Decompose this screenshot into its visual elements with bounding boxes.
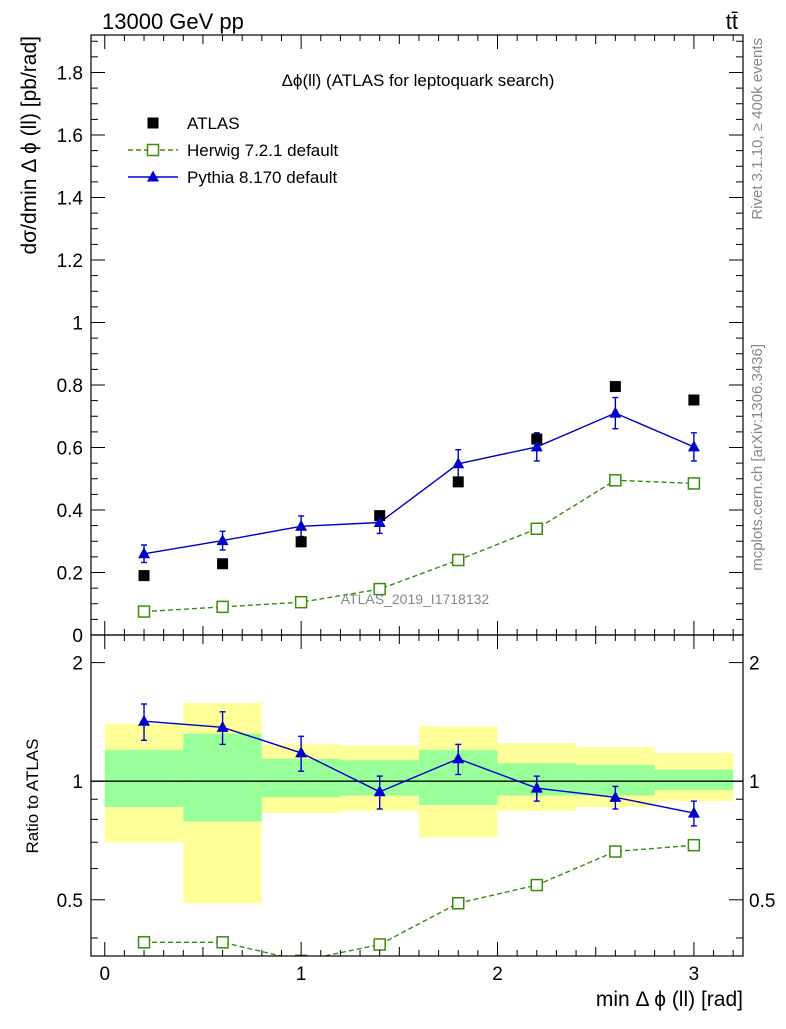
mcplots-side-label: mcplots.cern.ch [arXiv:1306.3436]: [749, 344, 766, 571]
ratio-y-axis-title: Ratio to ATLAS: [23, 739, 42, 854]
ratio-y-tick-label-right: 1: [749, 772, 760, 793]
ratio-y-tick-label: 0.5: [57, 891, 83, 912]
y-tick-label: 1.4: [57, 189, 84, 210]
pythia-point: [687, 440, 700, 452]
ratio-y-tick-label-right: 2: [749, 654, 760, 675]
atlas-point: [374, 510, 386, 522]
pythia-ratio-point: [609, 790, 622, 802]
atlas-point: [609, 381, 621, 393]
pythia-point: [452, 457, 465, 469]
pythia-point: [138, 547, 151, 559]
y-tick-label: 1.2: [57, 251, 83, 272]
atlas-point: [531, 433, 543, 445]
uncertainty-band-inner: [183, 733, 262, 822]
y-tick-label-zero: 0: [72, 626, 83, 647]
herwig-ratio-point: [137, 936, 151, 949]
herwig-point: [216, 600, 229, 614]
legend-label: Pythia 8.170 default: [187, 168, 338, 187]
y-tick-label: 1.6: [57, 126, 83, 147]
herwig-point: [294, 595, 308, 609]
plot-title: Δϕ(ll) (ATLAS for leptoquark search): [282, 71, 555, 90]
atlas-point: [138, 570, 150, 582]
atlas-point: [295, 536, 307, 548]
herwig-point: [137, 605, 151, 618]
herwig-ratio-point: [530, 878, 544, 892]
herwig-ratio-point: [216, 936, 229, 949]
pythia-ratio-point: [216, 720, 229, 732]
ratio-y-tick-label: 2: [72, 654, 83, 675]
herwig-ratio-point: [451, 896, 465, 910]
herwig-ratio-point: [687, 838, 701, 852]
atlas-point: [217, 558, 229, 570]
herwig-line: [143, 479, 694, 613]
energy-label: 13000 GeV pp: [102, 9, 244, 34]
herwig-point: [609, 474, 622, 487]
x-tick-label: 2: [492, 964, 503, 985]
y-tick-label: 1.8: [57, 64, 83, 85]
y-tick-label: 0.2: [57, 564, 83, 585]
atlas-point: [688, 394, 700, 406]
ratio-plot-frame: [90, 634, 744, 957]
uncertainty-band-inner: [654, 769, 734, 790]
uncertainty-band-inner: [104, 749, 184, 807]
ratio-y-tick-label: 1: [72, 772, 83, 793]
pythia-ratio-point: [687, 806, 700, 818]
legend-marker: [147, 117, 159, 129]
legend-label: ATLAS: [187, 114, 240, 133]
pythia-ratio-point: [452, 752, 465, 764]
rivet-side-label: Rivet 3.1.10, ≥ 400k events: [749, 38, 766, 220]
ratio-y-tick-label-right: 0.5: [749, 891, 775, 912]
main-plot: 0.2 0.4 0.6 0.8 1 1.2 1.4 1.6 1.8 0 Δϕ(ll) (ATLAS…: [18, 34, 744, 647]
legend-marker: [147, 170, 159, 182]
watermark: ATLAS_2019_I1718132: [341, 591, 490, 607]
x-tick-label: 1: [296, 964, 307, 985]
pythia-ratio-line: [143, 720, 695, 814]
ratio-plot: 0.5 0.5 1 1 2 2 0 1 2 3 Ratio to ATLAS: [23, 634, 775, 985]
herwig-ratio-line: [144, 844, 694, 956]
y-tick-label: 0.6: [57, 439, 83, 460]
herwig-point: [530, 522, 544, 535]
legend: ATLAS Herwig 7.2.1 default Pythia 8.170 de…: [128, 114, 338, 187]
pythia-ratio-point: [530, 781, 543, 793]
y-tick-label: 0.8: [57, 376, 83, 397]
x-axis-title: min Δ ϕ (ll) [rad]: [596, 988, 743, 1011]
herwig-point: [373, 582, 386, 596]
pythia-line: [143, 412, 695, 555]
pythia-ratio-point: [373, 785, 386, 797]
x-tick-label: 0: [99, 964, 110, 985]
pythia-point: [609, 406, 622, 418]
x-tick-label: 3: [689, 964, 700, 985]
pythia-ratio-point: [295, 746, 308, 758]
herwig-ratio-point: [373, 938, 386, 951]
herwig-point: [451, 553, 465, 567]
herwig-ratio-point: [609, 845, 622, 858]
pythia-point: [530, 440, 543, 452]
y-axis-title: dσ/dmin Δ ϕ (ll) [pb/rad]: [18, 36, 41, 255]
pythia-point: [373, 516, 386, 527]
atlas-point: [452, 476, 464, 488]
y-tick-label: 1: [72, 314, 83, 335]
legend-marker: [146, 143, 160, 157]
herwig-point: [687, 477, 701, 490]
pythia-point: [295, 519, 308, 531]
legend-label: Herwig 7.2.1 default: [187, 141, 338, 160]
pythia-ratio-point: [138, 714, 151, 726]
process-label: tt̄: [726, 9, 738, 34]
pythia-point: [216, 534, 229, 546]
y-tick-label: 0.4: [57, 501, 84, 522]
